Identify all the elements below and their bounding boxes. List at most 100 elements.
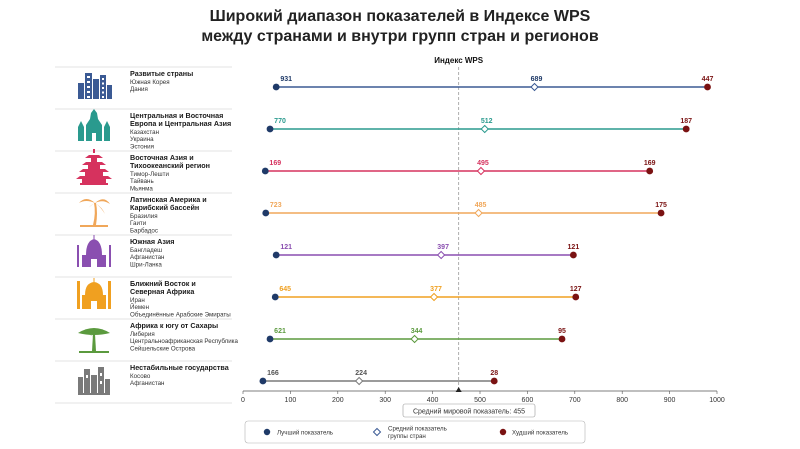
skyscrapers-icon	[78, 73, 112, 99]
icon-shape	[107, 85, 112, 99]
icon-shape	[104, 121, 110, 141]
country-name: Тайвань	[130, 178, 154, 185]
icon-shape	[109, 245, 111, 267]
icon-shape	[79, 351, 109, 353]
icon-shape	[79, 199, 95, 203]
taj-mahal-icon	[77, 235, 111, 267]
group-name: Африка к югу от Сахары	[130, 321, 218, 330]
worst-point	[646, 167, 654, 175]
avg-value-label: 495	[477, 160, 489, 167]
country-name: Южная Корея	[130, 79, 170, 86]
country-name: Йемен	[130, 303, 149, 311]
icon-shape	[95, 199, 110, 204]
country-name: Украина	[130, 136, 154, 143]
worst-point	[558, 335, 566, 343]
country-name: Тимор-Лешти	[130, 171, 169, 178]
country-name: Казахстан	[130, 129, 159, 136]
palm-tree-icon	[79, 199, 110, 227]
icon-shape	[102, 91, 104, 94]
worst-point	[682, 125, 690, 133]
best-value-label: 770	[274, 118, 286, 125]
worst-value-label: 127	[570, 286, 582, 293]
icon-shape	[82, 162, 106, 165]
icon-shape	[91, 158, 97, 162]
icon-shape	[78, 328, 110, 335]
legend-avg-label-line1: Средний показатель	[388, 426, 447, 433]
x-tick-label: 800	[616, 397, 628, 404]
icon-shape	[102, 96, 104, 98]
group-name: Восточная Азия и	[130, 153, 194, 162]
country-name: Бразилия	[130, 213, 158, 220]
avg-value-label: 689	[531, 76, 543, 83]
best-point	[266, 125, 274, 133]
best-point	[272, 251, 280, 259]
legend-worst-marker	[499, 428, 507, 436]
worst-value-label: 169	[644, 160, 656, 167]
icon-shape	[91, 375, 97, 393]
best-value-label: 166	[267, 370, 279, 377]
legend-avg-marker	[372, 427, 382, 437]
worst-point	[569, 251, 577, 259]
country-name: Барбадос	[130, 227, 158, 234]
icon-shape	[76, 176, 112, 179]
icon-shape	[87, 86, 90, 88]
icon-shape	[102, 87, 104, 89]
best-point	[272, 83, 280, 91]
mosque-icon	[77, 278, 111, 309]
icon-shape	[77, 281, 80, 309]
group-row: Африка к югу от СахарыЛиберияЦентральноа…	[55, 318, 566, 353]
icon-shape	[91, 301, 97, 309]
icon-shape	[87, 81, 90, 83]
country-name: Сейшельские Острова	[130, 345, 196, 352]
best-point	[266, 335, 274, 343]
axis-title: Индекс WPS	[434, 56, 484, 65]
icon-shape	[93, 278, 95, 282]
country-name: Либерия	[130, 331, 155, 338]
icon-shape	[82, 179, 106, 183]
best-point	[259, 377, 267, 385]
best-value-label: 931	[280, 76, 292, 83]
avg-point	[410, 334, 419, 344]
avg-value-label: 224	[355, 370, 367, 377]
acacia-tree-icon	[78, 328, 110, 353]
icon-shape	[93, 203, 97, 225]
x-tick-label: 700	[569, 397, 581, 404]
world-average-box	[402, 403, 536, 418]
avg-point	[480, 124, 489, 134]
group-name: Ближний Восток и	[130, 279, 196, 288]
country-name: Дания	[130, 86, 148, 93]
icon-shape	[86, 375, 88, 378]
country-name: Мьянма	[130, 185, 153, 192]
best-value-label: 169	[269, 160, 281, 167]
worst-value-label: 95	[558, 328, 566, 335]
icon-shape	[93, 79, 99, 99]
icon-shape	[108, 281, 111, 309]
country-name: Афганистан	[130, 380, 164, 387]
legend-box	[244, 420, 586, 444]
worst-value-label: 175	[655, 202, 667, 209]
avg-value-label: 377	[430, 286, 442, 293]
best-value-label: 645	[279, 286, 291, 293]
x-tick-label: 500	[474, 397, 486, 404]
icon-shape	[91, 259, 97, 267]
worst-value-label: 187	[680, 118, 692, 125]
icon-shape	[105, 379, 110, 393]
chart-title-line2: между странами и внутри групп стран и ре…	[201, 28, 599, 45]
icon-shape	[93, 149, 95, 153]
legend-best-marker	[263, 428, 271, 436]
group-name: Нестабильные государства	[130, 363, 230, 372]
icon-shape	[92, 133, 96, 141]
icon-shape	[80, 183, 108, 185]
avg-value-label: 344	[411, 328, 423, 335]
icon-shape	[102, 82, 104, 85]
group-name: Северная Африка	[130, 287, 195, 296]
group-name: Латинская Америка и	[130, 195, 207, 204]
avg-point	[476, 166, 486, 176]
pagoda-icon	[76, 149, 112, 185]
cathedral-icon	[78, 109, 110, 141]
icon-shape	[93, 235, 95, 239]
icon-shape	[84, 369, 90, 393]
avg-value-label: 512	[481, 118, 493, 125]
